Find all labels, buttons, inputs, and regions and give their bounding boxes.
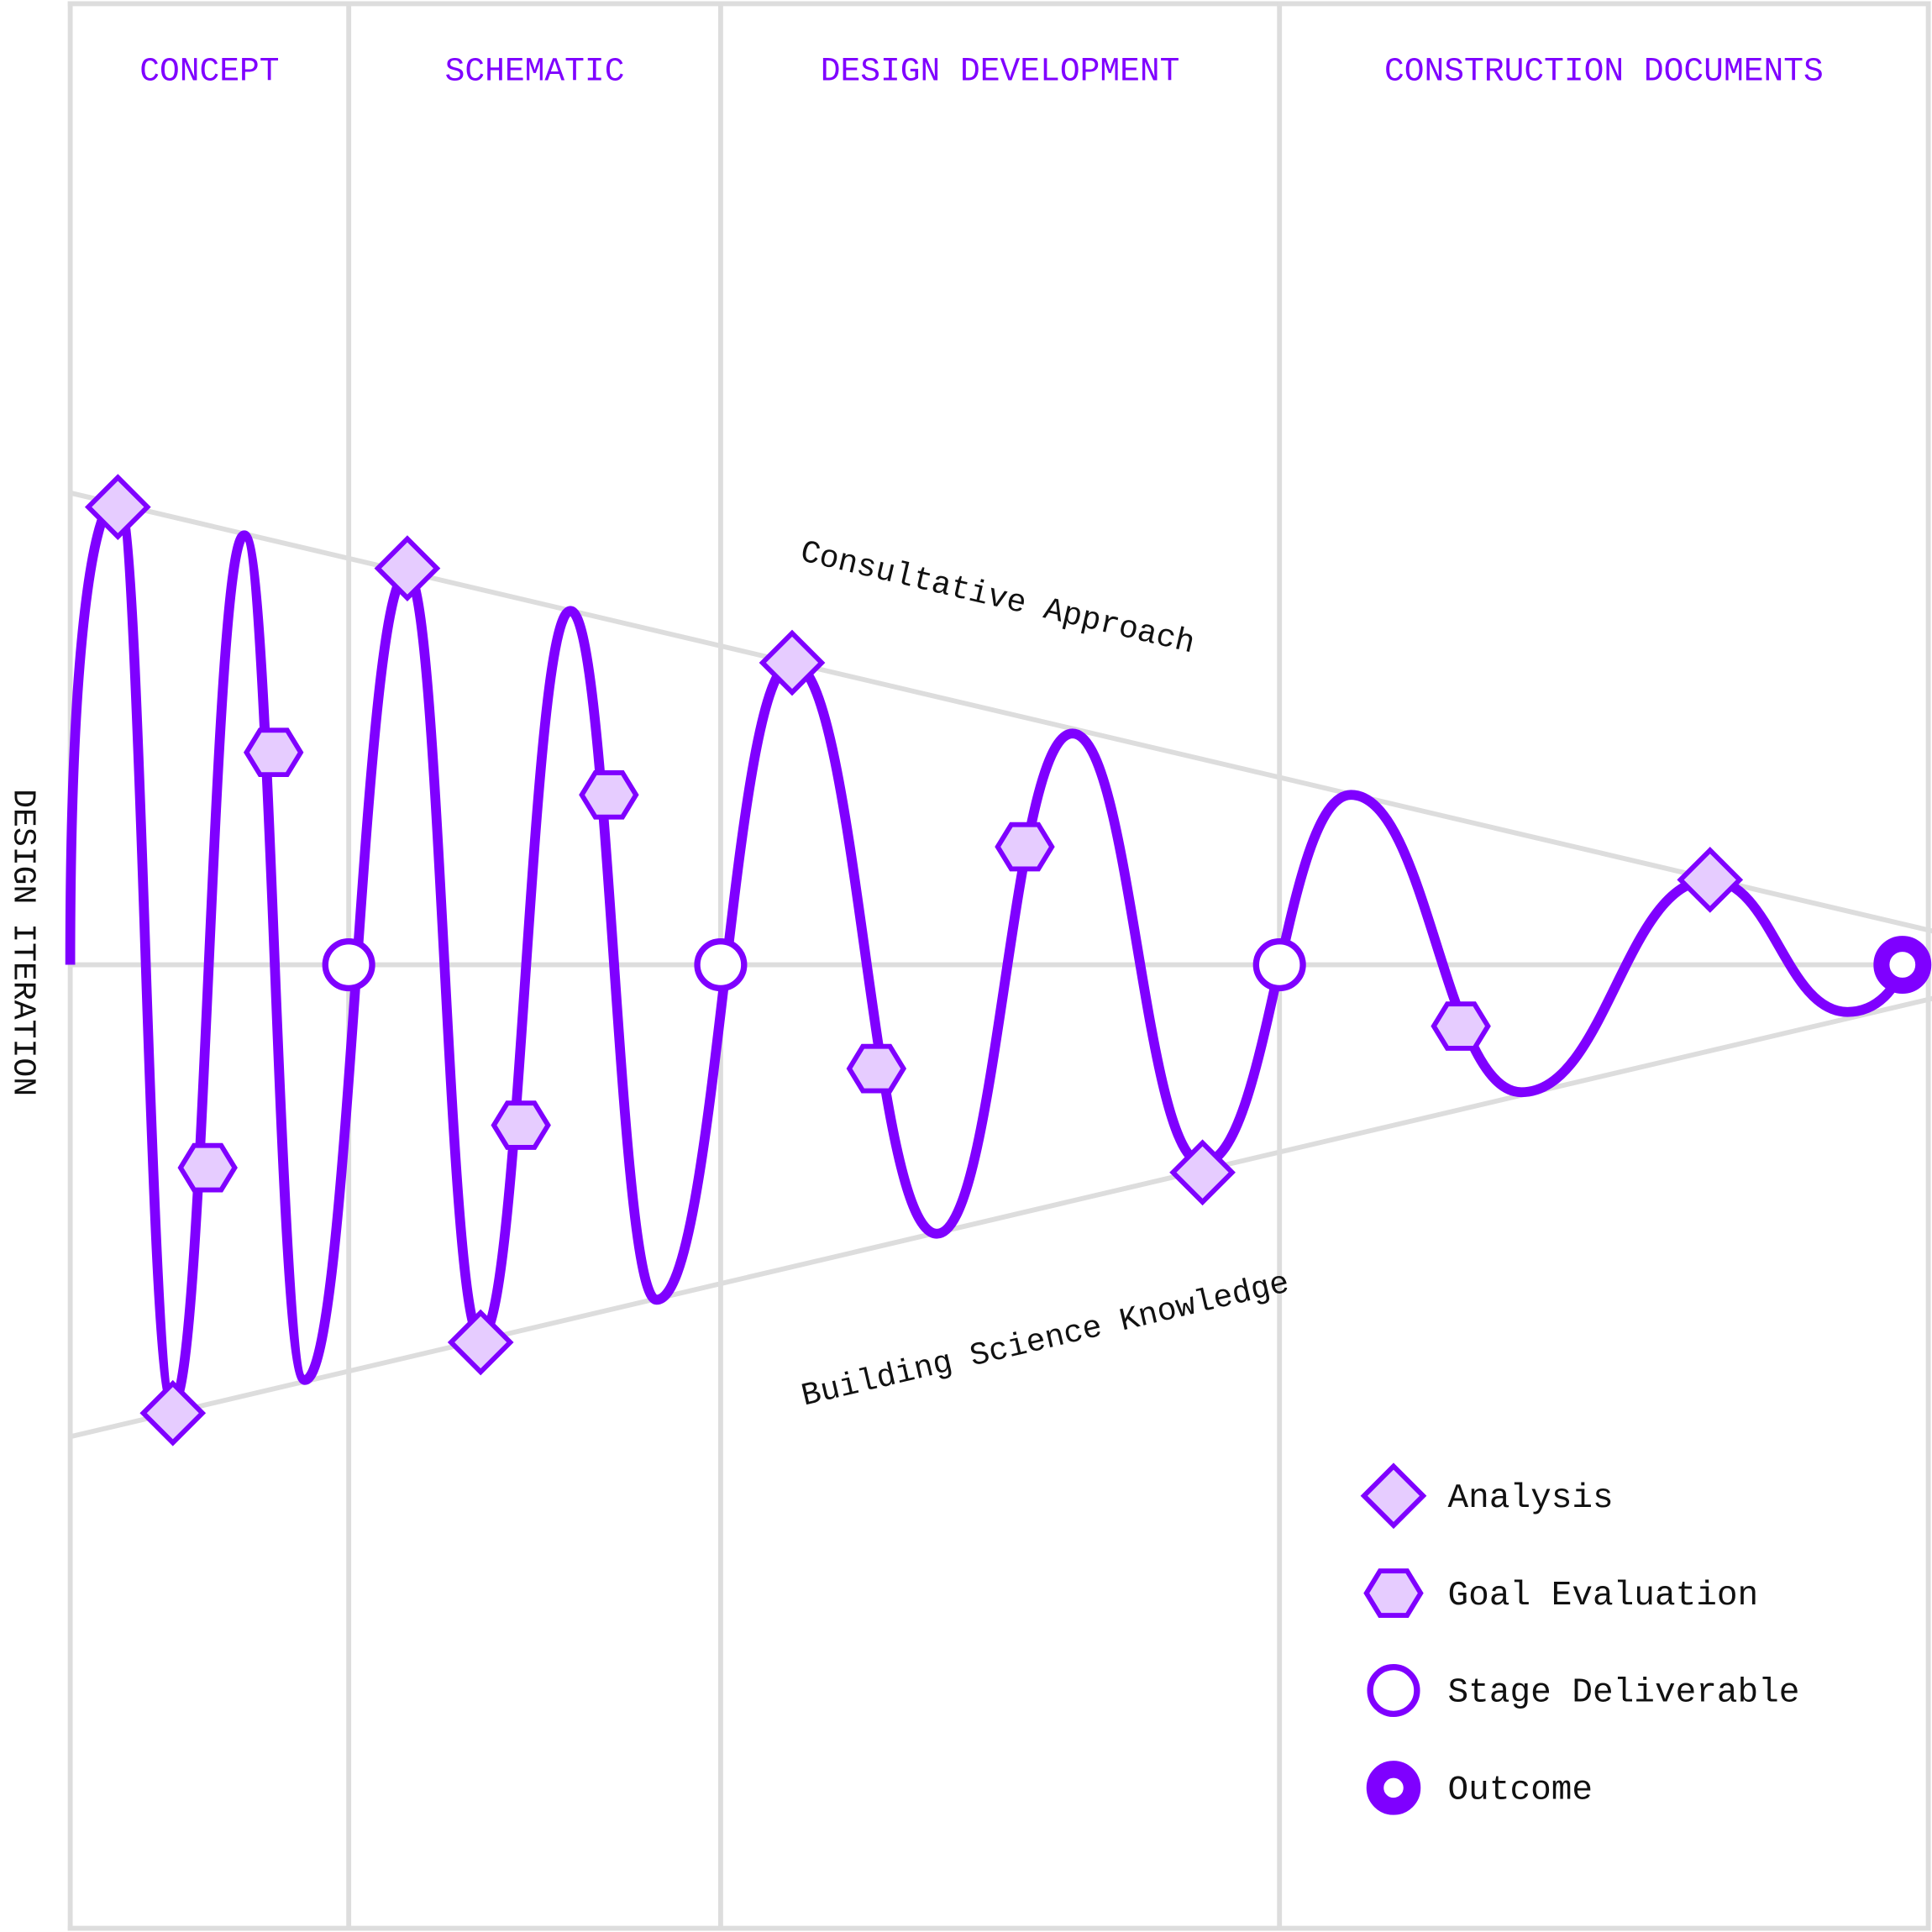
goal-evaluation-hexagon-icon	[244, 727, 304, 778]
legend-stage-deliverable-icon	[1367, 1663, 1420, 1718]
stage-deliverable-circle-icon	[694, 937, 748, 992]
y-axis-label: DESIGN ITERATION	[5, 789, 41, 1096]
analysis-diamond-icon	[374, 535, 441, 601]
iteration-curve	[65, 492, 1908, 1409]
markers	[84, 474, 1932, 1446]
analysis-diamond-icon	[84, 474, 151, 540]
analysis-diamond-icon	[447, 1309, 514, 1376]
outcome-target-icon	[1873, 936, 1932, 995]
legend-label: Stage Deliverable	[1448, 1674, 1800, 1713]
legend-outcome-icon	[1366, 1761, 1421, 1815]
legend-analysis-icon	[1360, 1462, 1427, 1530]
lower-bound-line	[69, 995, 1932, 1440]
goal-evaluation-hexagon-icon	[177, 1142, 238, 1193]
stage-deliverable-circle-icon	[1252, 937, 1306, 992]
phase-label: CONCEPT	[139, 52, 279, 90]
phase-label: DESIGN DEVELOPMENT	[821, 52, 1180, 90]
analysis-diamond-icon	[1169, 1139, 1236, 1206]
legend-label: Outcome	[1448, 1772, 1593, 1810]
grid	[67, 1, 1931, 1931]
lower-bound-label: Building Science Knowledge	[798, 1265, 1293, 1415]
analysis-diamond-icon	[1677, 847, 1744, 913]
legend-label: Analysis	[1448, 1479, 1614, 1518]
phase-label: SCHEMATIC	[445, 52, 625, 90]
phase-labels: CONCEPT SCHEMATIC DESIGN DEVELOPMENT CONSTR…	[139, 52, 1824, 90]
goal-evaluation-hexagon-icon	[579, 769, 639, 820]
goal-evaluation-hexagon-icon	[1431, 1001, 1491, 1051]
goal-evaluation-hexagon-icon	[846, 1043, 907, 1094]
phase-label: CONSTRUCTION DOCUMENTS	[1384, 52, 1824, 90]
legend: Analysis Goal Evaluation Stage Deliverable…	[1360, 1462, 1800, 1815]
analysis-diamond-icon	[759, 629, 826, 696]
goal-evaluation-hexagon-icon	[491, 1100, 551, 1150]
analysis-diamond-icon	[139, 1379, 207, 1446]
goal-evaluation-hexagon-icon	[995, 822, 1055, 872]
stage-deliverable-circle-icon	[322, 937, 375, 992]
legend-label: Goal Evaluation	[1448, 1577, 1759, 1615]
upper-bound-label: Consultative Approach	[797, 534, 1199, 662]
legend-goal-evaluation-icon	[1363, 1568, 1424, 1618]
